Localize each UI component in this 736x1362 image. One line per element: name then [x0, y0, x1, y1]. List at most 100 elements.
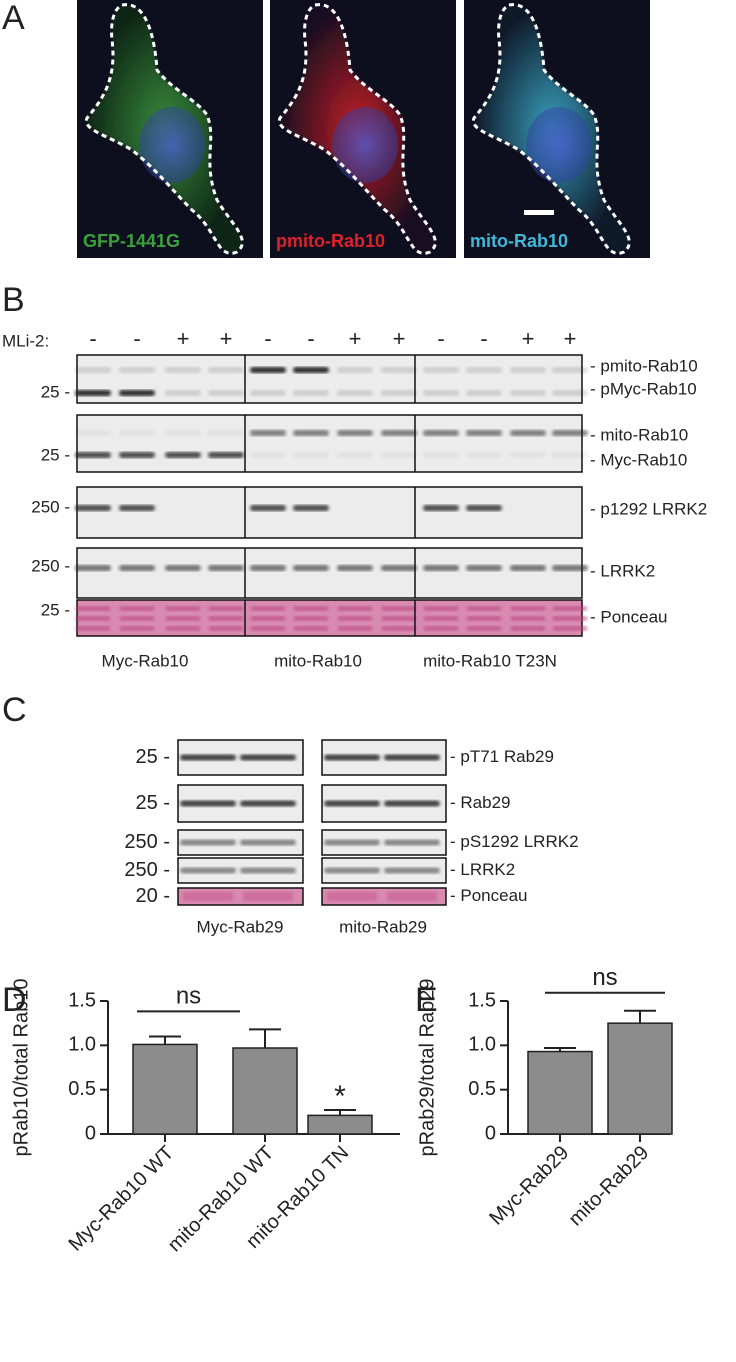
ponceau-band: [327, 892, 377, 901]
y-tick-label: 1.0: [68, 1034, 96, 1056]
x-tick-label: mito-Rab29: [565, 1142, 654, 1231]
band: [510, 367, 546, 373]
ponceau-band: [467, 606, 501, 611]
band: [250, 565, 286, 571]
band: [240, 754, 296, 761]
band: [208, 430, 244, 436]
band: [423, 565, 459, 571]
band: [466, 430, 502, 436]
band: [208, 390, 244, 396]
ponceau-band: [467, 616, 501, 621]
treatment-sign: +: [393, 326, 406, 351]
band: [337, 565, 373, 571]
band-label: - pS1292 LRRK2: [450, 832, 579, 851]
band-label: - Ponceau: [590, 607, 668, 626]
group-label: Myc-Rab29: [197, 917, 284, 936]
ponceau-band: [209, 616, 243, 621]
band: [510, 452, 546, 458]
band: [466, 505, 502, 511]
marker-label: 25 -: [41, 600, 70, 619]
ponceau-band: [382, 606, 416, 611]
band: [165, 390, 201, 396]
band: [75, 390, 111, 396]
band: [381, 367, 417, 373]
image-label: mito-Rab10: [470, 231, 568, 251]
bar: [607, 1022, 673, 1135]
band: [381, 430, 417, 436]
band: [250, 367, 286, 373]
band: [165, 367, 201, 373]
band: [208, 452, 244, 458]
band: [240, 800, 296, 807]
cell-outline: [471, 3, 631, 255]
band: [466, 565, 502, 571]
band: [324, 800, 380, 807]
y-axis-label: pRab29/total Rab29: [416, 979, 438, 1157]
ponceau-band: [294, 616, 328, 621]
ponceau-band: [76, 616, 110, 621]
marker-label: 25 -: [136, 746, 170, 768]
band-label: - LRRK2: [450, 860, 515, 879]
band: [293, 430, 329, 436]
image-label: GFP-1441G: [83, 231, 180, 251]
band: [423, 390, 459, 396]
band: [240, 867, 296, 874]
treatment-sign: -: [264, 326, 271, 351]
band: [337, 430, 373, 436]
ponceau-band: [338, 616, 372, 621]
ponceau-band: [166, 616, 200, 621]
cell-outline: [277, 3, 437, 255]
marker-label: 250 -: [31, 497, 70, 516]
panel-label: C: [2, 691, 27, 729]
ponceau-band: [553, 606, 587, 611]
band: [384, 839, 440, 846]
band-label: - Ponceau: [450, 886, 528, 905]
x-tick-label: Myc-Rab29: [485, 1142, 573, 1230]
ponceau-band: [120, 626, 154, 631]
band: [250, 505, 286, 511]
band: [381, 390, 417, 396]
band: [466, 390, 502, 396]
treatment-sign: -: [307, 326, 314, 351]
band-label: - pmito-Rab10: [590, 356, 698, 375]
ponceau-band: [511, 616, 545, 621]
band: [293, 505, 329, 511]
ponceau-band: [251, 606, 285, 611]
ponceau-band: [209, 626, 243, 631]
group-label: Myc-Rab10: [102, 651, 189, 670]
ponceau-band: [424, 626, 458, 631]
group-label: mito-Rab29: [339, 917, 427, 936]
band-label: - p1292 LRRK2: [590, 499, 707, 518]
band: [324, 867, 380, 874]
blot: [76, 414, 583, 473]
marker-label: 25 -: [41, 382, 70, 401]
x-tick-label: Myc-Rab10 WT: [64, 1142, 178, 1256]
ponceau-band: [166, 606, 200, 611]
ponceau-band: [338, 626, 372, 631]
bar: [132, 1043, 198, 1135]
ponceau-band: [382, 626, 416, 631]
band-label: - Rab29: [450, 793, 510, 812]
ponceau-band: [183, 892, 233, 901]
band: [337, 452, 373, 458]
band: [552, 367, 588, 373]
y-tick-label: 0: [485, 1122, 496, 1144]
band: [293, 390, 329, 396]
band: [250, 452, 286, 458]
ponceau-band: [294, 626, 328, 631]
band: [208, 565, 244, 571]
band: [384, 800, 440, 807]
treatment-sign: +: [177, 326, 190, 351]
significance-label: ns: [592, 964, 617, 991]
significance-label: ns: [176, 983, 201, 1010]
band: [466, 367, 502, 373]
blot: [76, 486, 583, 539]
band: [180, 839, 236, 846]
ponceau-band: [338, 606, 372, 611]
ponceau-band: [553, 626, 587, 631]
band: [423, 367, 459, 373]
band: [165, 565, 201, 571]
ponceau-band: [511, 606, 545, 611]
nucleus: [139, 107, 205, 183]
treatment-sign: +: [220, 326, 233, 351]
